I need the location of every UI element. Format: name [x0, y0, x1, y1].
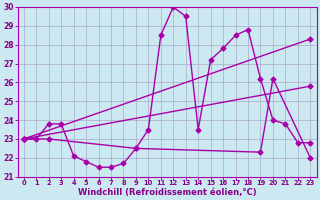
X-axis label: Windchill (Refroidissement éolien,°C): Windchill (Refroidissement éolien,°C) [78, 188, 256, 197]
